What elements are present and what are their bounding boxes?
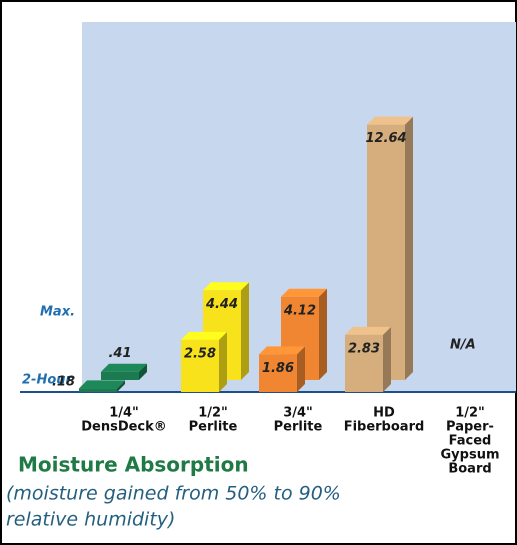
bar-top <box>101 363 147 372</box>
bar-top <box>345 326 391 335</box>
value-label: 2.58 <box>184 346 216 361</box>
value-label: .41 <box>108 346 131 361</box>
bar-side <box>297 346 305 392</box>
series-label: 2-Hour <box>22 373 74 388</box>
value-label: .18 <box>52 375 75 390</box>
x-tick-label: 3/4" <box>283 406 313 421</box>
bar-side <box>241 282 249 380</box>
bar-side <box>405 116 413 380</box>
x-tick-label: 1/2" <box>198 406 228 421</box>
bar-side <box>383 326 391 392</box>
series-label: Max. <box>40 305 75 320</box>
chart-title: Moisture Absorption <box>18 453 249 477</box>
bar-top <box>281 288 327 297</box>
x-tick-label: Faced <box>449 434 492 449</box>
value-label: 4.12 <box>283 303 316 318</box>
value-label: 4.44 <box>205 297 238 312</box>
x-tick-label: 1/4" <box>109 406 139 421</box>
value-label: 1.86 <box>262 361 294 376</box>
x-tick-label: HD <box>373 406 395 421</box>
bar-top <box>203 282 249 291</box>
bar-side <box>219 331 227 392</box>
bar-side <box>117 380 125 392</box>
bar-side <box>319 288 327 380</box>
bar-top <box>181 331 227 340</box>
subtitle: (moisture gained from 50% to 90% <box>6 483 341 505</box>
subtitle: relative humidity) <box>6 509 175 531</box>
bar-top <box>367 116 413 125</box>
x-tick-label: Paper- <box>446 420 494 435</box>
bar <box>79 388 117 392</box>
x-tick-label: Fiberboard <box>344 420 425 435</box>
bar-top <box>79 380 125 389</box>
value-label: 2.83 <box>348 341 380 356</box>
bar <box>181 339 219 392</box>
bar-top <box>259 346 305 355</box>
x-tick-label: Gypsum <box>441 448 500 463</box>
x-tick-label: Perlite <box>189 420 238 435</box>
bar <box>345 334 383 392</box>
x-tick-label: DensDeck® <box>81 420 167 435</box>
x-tick-label: Board <box>448 462 491 477</box>
bar-side <box>139 363 147 380</box>
bar <box>101 371 139 380</box>
bar <box>259 354 297 392</box>
value-label: N/A <box>450 338 476 353</box>
x-tick-label: 1/2" <box>455 406 485 421</box>
x-tick-label: Perlite <box>274 420 323 435</box>
value-label: 12.64 <box>365 131 406 146</box>
